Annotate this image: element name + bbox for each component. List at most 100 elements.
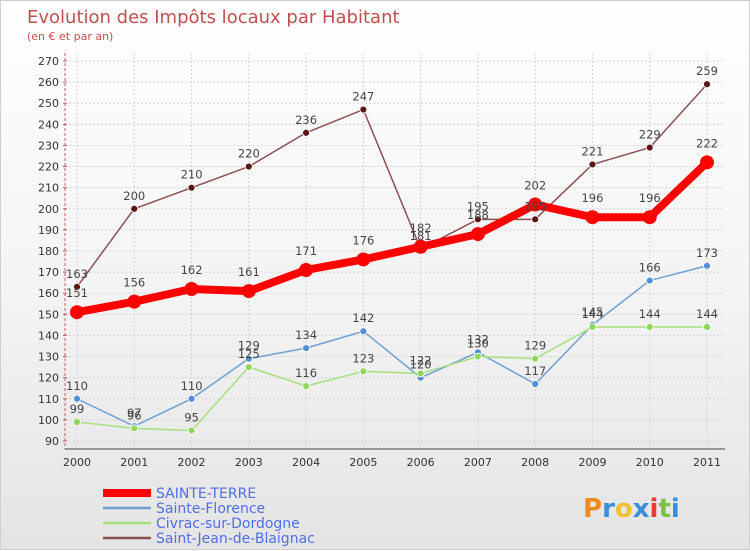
data-point-civrac-sur-dordogne	[416, 369, 425, 378]
data-label-civrac-sur-dordogne: 144	[639, 307, 661, 321]
proxiti-logo: Proxiti	[583, 494, 680, 524]
data-point-civrac-sur-dordogne	[359, 367, 368, 376]
data-label-sainte-terre: 188	[467, 208, 489, 222]
y-tick-label: 250	[38, 97, 59, 110]
data-label-sainte-terre: 196	[639, 191, 661, 205]
data-point-civrac-sur-dordogne	[531, 354, 540, 363]
data-label-civrac-sur-dordogne: 122	[410, 353, 432, 367]
data-label-civrac-sur-dordogne: 96	[127, 408, 142, 422]
data-point-sainte-florence	[73, 394, 81, 403]
data-label-saint-jean-de-blaignac: 221	[581, 144, 603, 158]
x-tick-label: 2011	[693, 456, 721, 469]
x-tick-label: 2007	[464, 456, 492, 469]
data-point-saint-jean-de-blaignac	[531, 215, 540, 224]
y-tick-label: 210	[38, 182, 59, 195]
data-point-saint-jean-de-blaignac	[703, 80, 711, 89]
data-point-sainte-terre	[585, 210, 600, 225]
y-tick-label: 200	[38, 203, 59, 216]
data-label-sainte-terre: 171	[295, 244, 317, 258]
series-line-civrac-sur-dordogne	[76, 326, 708, 432]
y-tick-label: 130	[38, 351, 59, 364]
data-label-sainte-terre: 151	[66, 286, 88, 300]
data-label-sainte-terre: 202	[524, 179, 546, 193]
data-label-sainte-florence: 166	[639, 261, 661, 275]
data-label-sainte-terre: 156	[123, 276, 145, 290]
data-point-saint-jean-de-blaignac	[474, 215, 482, 224]
data-label-saint-jean-de-blaignac: 247	[352, 90, 374, 104]
data-label-sainte-florence: 110	[66, 379, 88, 393]
data-point-sainte-terre	[356, 252, 371, 267]
axis-layer: 90 100 110 120 130 140 150 160 170 180 190 200 210 22…	[38, 53, 725, 469]
y-tick-label: 170	[38, 266, 59, 279]
y-tick-label: 180	[38, 245, 59, 258]
data-label-civrac-sur-dordogne: 123	[352, 351, 374, 365]
data-label-civrac-sur-dordogne: 129	[524, 339, 546, 353]
y-tick-label: 110	[38, 393, 59, 406]
data-label-layer: 151 156 162 161 171 176 182 188 202 196 196 222 110 9…	[66, 64, 718, 424]
data-label-sainte-florence: 117	[524, 364, 546, 378]
data-label-saint-jean-de-blaignac: 195	[467, 199, 489, 213]
data-point-saint-jean-de-blaignac	[244, 162, 253, 171]
data-label-sainte-florence: 97	[127, 406, 142, 420]
data-point-sainte-terre	[470, 227, 485, 242]
data-label-sainte-florence: 145	[581, 305, 603, 319]
data-point-saint-jean-de-blaignac	[588, 160, 597, 169]
data-label-civrac-sur-dordogne: 116	[295, 366, 317, 380]
data-point-civrac-sur-dordogne	[645, 323, 654, 331]
logo-letter: r	[602, 494, 615, 524]
data-label-civrac-sur-dordogne: 130	[467, 337, 489, 351]
logo-letter: x	[633, 494, 650, 524]
x-tick-label: 2006	[407, 456, 435, 469]
data-point-sainte-terre	[241, 284, 256, 299]
y-tick-label: 240	[38, 118, 59, 131]
data-point-civrac-sur-dordogne	[474, 352, 482, 361]
logo-letter: o	[615, 494, 633, 524]
data-label-saint-jean-de-blaignac: 229	[639, 128, 661, 142]
logo-letter: i	[671, 494, 680, 524]
y-tick-label: 90	[45, 435, 59, 448]
chart-subtitle: (en € et par an)	[27, 30, 113, 43]
x-tick-label: 2003	[235, 456, 263, 469]
legend-label-sainte-terre: SAINTE-TERRE	[156, 486, 256, 502]
proxiti-wordmark: Proxiti	[583, 494, 680, 524]
y-tick-label: 150	[38, 308, 59, 321]
data-point-sainte-florence	[703, 261, 711, 270]
data-point-saint-jean-de-blaignac	[359, 105, 368, 114]
logo-letter: t	[658, 494, 670, 524]
data-label-saint-jean-de-blaignac: 259	[696, 64, 718, 78]
data-label-sainte-florence: 134	[295, 328, 317, 342]
data-label-sainte-terre: 182	[410, 221, 432, 235]
data-label-sainte-terre: 222	[696, 136, 718, 150]
data-point-saint-jean-de-blaignac	[645, 143, 654, 152]
data-label-saint-jean-de-blaignac: 210	[181, 168, 203, 182]
data-point-saint-jean-de-blaignac	[187, 183, 196, 192]
chart-title: Evolution des Impôts locaux par Habitant	[27, 7, 400, 28]
data-label-saint-jean-de-blaignac: 200	[123, 189, 145, 203]
x-tick-label: 2008	[521, 456, 549, 469]
legend-label-saint-jean-de-blaignac: Saint-Jean-de-Blaignac	[156, 531, 315, 547]
data-label-sainte-terre: 161	[238, 265, 260, 279]
data-point-sainte-florence	[531, 380, 540, 388]
y-tick-label: 190	[38, 224, 59, 237]
data-label-civrac-sur-dordogne: 144	[581, 307, 603, 321]
data-point-saint-jean-de-blaignac	[130, 204, 139, 213]
data-point-civrac-sur-dordogne	[130, 424, 139, 433]
y-tick-label: 100	[38, 414, 59, 427]
data-label-civrac-sur-dordogne: 99	[70, 402, 85, 416]
data-point-civrac-sur-dordogne	[588, 323, 597, 331]
data-point-sainte-florence	[645, 276, 654, 285]
data-point-civrac-sur-dordogne	[187, 426, 196, 435]
data-point-sainte-terre	[528, 197, 543, 212]
y-tick-label: 120	[38, 372, 59, 385]
data-label-saint-jean-de-blaignac: 195	[524, 199, 546, 213]
x-tick-label: 2000	[63, 456, 91, 469]
data-point-saint-jean-de-blaignac	[302, 128, 310, 137]
data-point-sainte-terre	[642, 210, 657, 225]
logo-letter: P	[583, 494, 602, 524]
data-point-civrac-sur-dordogne	[703, 323, 711, 331]
data-label-sainte-florence: 129	[238, 339, 260, 353]
data-label-sainte-florence: 132	[467, 332, 489, 346]
data-label-sainte-florence: 110	[181, 379, 203, 393]
y-tick-label: 220	[38, 161, 59, 174]
data-point-sainte-terre	[184, 282, 199, 296]
